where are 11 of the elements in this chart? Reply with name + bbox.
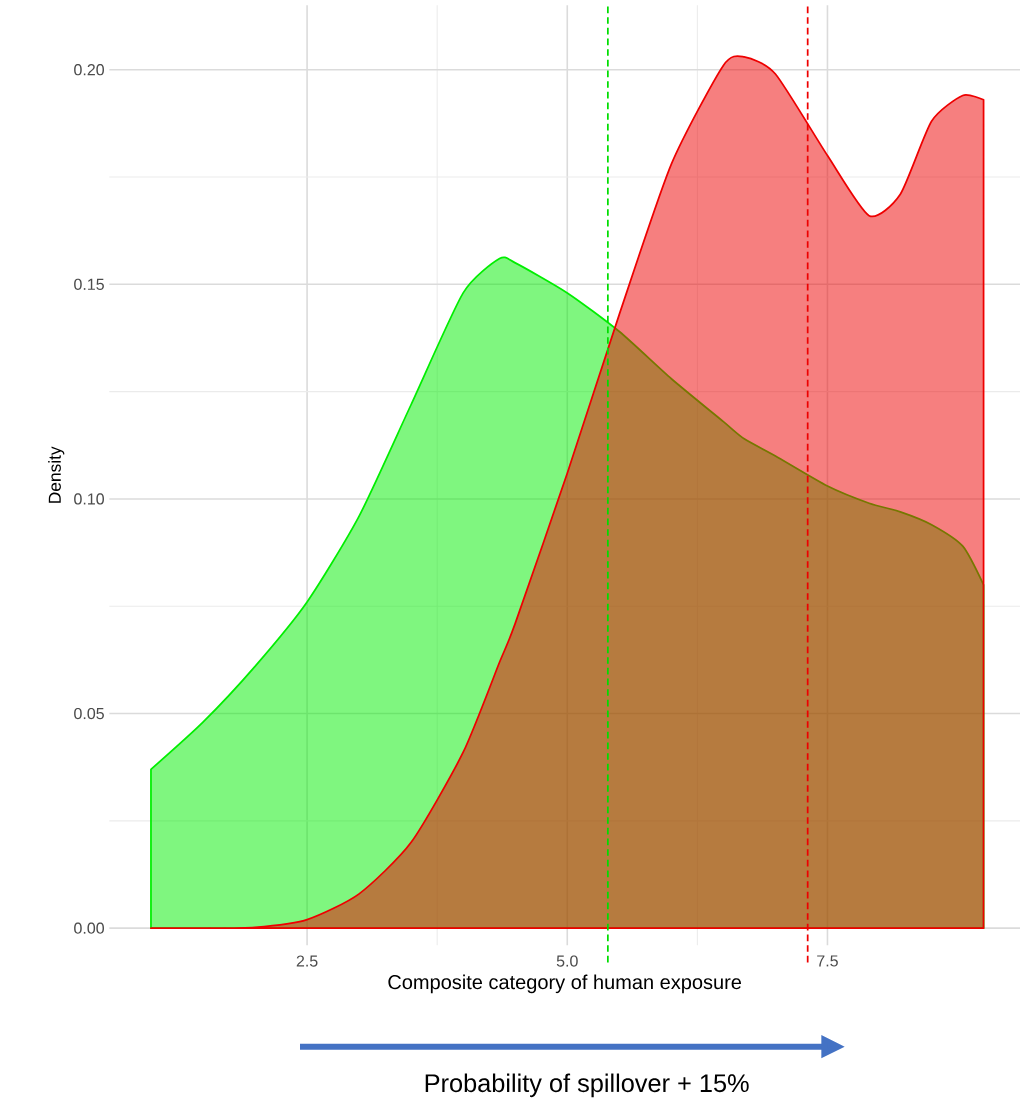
text: Probability of spillover + 15% [425, 1073, 749, 1098]
y-tick-label: 0.00 [74, 922, 104, 934]
y-tick-label: 0.15 [74, 278, 104, 290]
x-tick-label: 7.5 [817, 955, 838, 967]
y-axis-title: Density [48, 446, 65, 503]
y-tick-label: 0.05 [74, 707, 104, 720]
x-axis-title: Composite category of human exposure [388, 974, 742, 994]
y-tick-label: 0.20 [74, 64, 104, 76]
x-tick-label: 5.0 [556, 955, 578, 967]
x-tick-label: 2.5 [296, 955, 318, 967]
y-tick-label: 0.10 [74, 493, 104, 505]
